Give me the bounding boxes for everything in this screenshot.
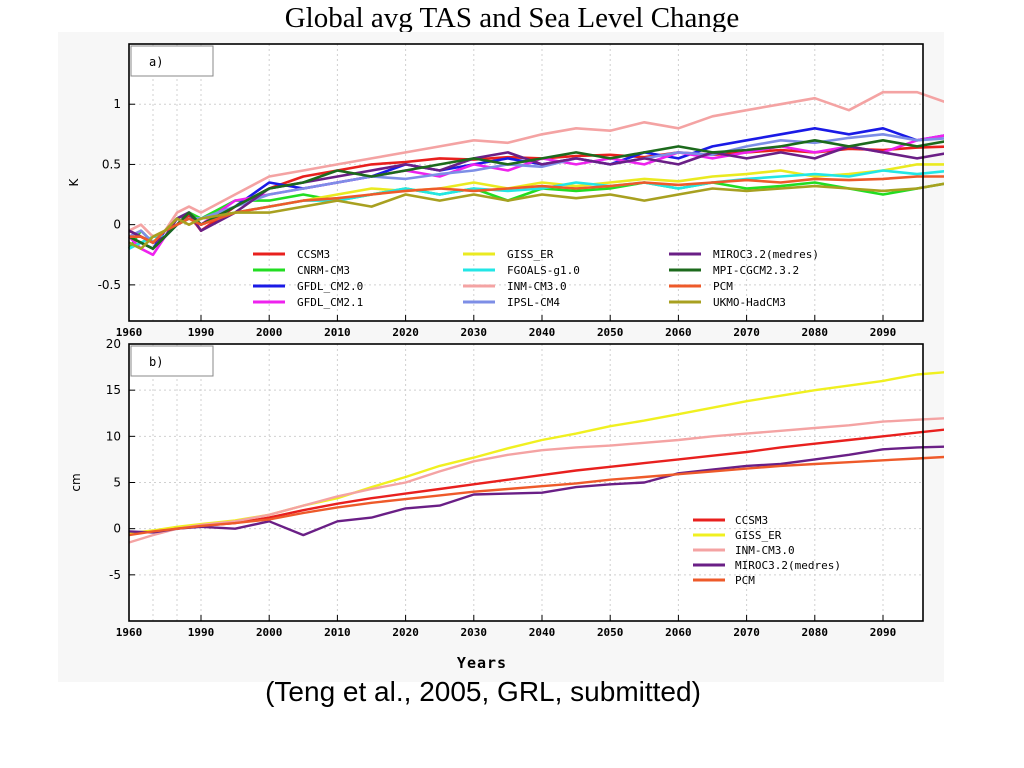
panel-b-xtick-label: 1990 — [188, 626, 215, 639]
panel-a-legend-label: CCSM3 — [297, 248, 330, 261]
panel-a-xtick-label: 2080 — [802, 326, 829, 339]
panel-a-legend-label: MIROC3.2(medres) — [713, 248, 819, 261]
panel-b-x-axis-label: Years — [457, 654, 507, 672]
panel-a-xtick-label: 2060 — [665, 326, 692, 339]
figure-frame: a) 1 0.5 0 -0.5 1960 1990 2000 2010 2020 2030 2040 2… — [58, 32, 944, 682]
panel-b-label-box — [130, 345, 214, 377]
panel-a-ytick-label: -0.5 — [98, 278, 121, 292]
panel-b-xtick-label: 2040 — [529, 626, 556, 639]
panel-b-ytick-label: -5 — [109, 568, 121, 582]
panel-b-series-line — [128, 445, 944, 537]
panel-b-xtick-label: 2000 — [256, 626, 283, 639]
panel-a-label-box — [130, 45, 214, 77]
panel-a-legend-label: INM-CM3.0 — [507, 280, 567, 293]
panel-b-legend-label: PCM — [735, 574, 755, 587]
panel-a-series-line — [128, 90, 944, 238]
panel-b-ytick-label: 5 — [113, 476, 121, 490]
panel-b-xtick-label: 2090 — [870, 626, 897, 639]
panel-a-xtick-label: 2090 — [870, 326, 897, 339]
panel-b-xtick-label: 2070 — [733, 626, 760, 639]
panel-b-plot-area — [129, 344, 923, 621]
panel-b-legend-label: GISS_ER — [735, 529, 782, 542]
panel-b-xtick-label: 1960 — [116, 626, 143, 639]
panel-a-legend-label: GISS_ER — [507, 248, 554, 261]
panel-b-ytick-label: 10 — [106, 429, 121, 443]
citation: (Teng et al., 2005, GRL, submitted) — [265, 676, 701, 707]
panel-a-series-line — [128, 182, 944, 250]
panel-b-label: b) — [149, 355, 163, 369]
panel-b-legend-label: INM-CM3.0 — [735, 544, 795, 557]
panel-b-ytick-label: 20 — [106, 337, 121, 351]
panel-a-xtick-label: 2010 — [324, 326, 351, 339]
panel-a-legend-label: PCM — [713, 280, 733, 293]
panel-b-xtick-label: 2060 — [665, 626, 692, 639]
panel-a-xtick-label: 2050 — [597, 326, 624, 339]
panel-a-legend-label: MPI-CGCM2.3.2 — [713, 264, 799, 277]
panel-b-y-axis-label: cm — [69, 473, 83, 491]
panel-a-ytick-label: 0 — [113, 218, 121, 232]
panel-b-xtick-label: 2080 — [802, 626, 829, 639]
panel-a-legend-label: IPSL-CM4 — [507, 296, 560, 309]
panel-b-xtick-label: 2010 — [324, 626, 351, 639]
panel-a-y-axis-label: K — [67, 177, 81, 186]
panel-b-xtick-label: 2050 — [597, 626, 624, 639]
panel-a-xtick-label: 2020 — [392, 326, 419, 339]
panel-a-xtick-label: 1990 — [188, 326, 215, 339]
panel-a-ytick-label: 0.5 — [102, 157, 121, 171]
panel-a-legend-label: GFDL_CM2.0 — [297, 280, 363, 293]
panel-a-legend-label: FGOALS-g1.0 — [507, 264, 580, 277]
panel-a-label: a) — [149, 55, 163, 69]
panel-a-series-line — [128, 139, 944, 250]
panel-b-xtick-label: 2030 — [461, 626, 488, 639]
panel-a-legend-label: GFDL_CM2.1 — [297, 296, 363, 309]
panel-a-series-line — [129, 175, 944, 244]
panel-b-legend-label: MIROC3.2(medres) — [735, 559, 841, 572]
panel-a-xtick-label: 2070 — [733, 326, 760, 339]
panel-a-xtick-label: 1960 — [116, 326, 143, 339]
slide-title: Global avg TAS and Sea Level Change — [284, 2, 740, 34]
panel-b-ytick-label: 15 — [106, 383, 121, 397]
panel-b-xtick-label: 2020 — [392, 626, 419, 639]
panel-b-series-line — [128, 455, 944, 537]
panel-b-legend-label: CCSM3 — [735, 514, 768, 527]
panel-a-xtick-label: 2040 — [529, 326, 556, 339]
panel-a-xtick-label: 2030 — [461, 326, 488, 339]
panel-a-legend-label: CNRM-CM3 — [297, 264, 350, 277]
panel-a-ytick-label: 1 — [113, 97, 121, 111]
panel-a-legend-label: UKMO-HadCM3 — [713, 296, 786, 309]
panel-a-xtick-label: 2000 — [256, 326, 283, 339]
panel-a-axes-frame — [128, 43, 924, 322]
panel-b-ytick-label: 0 — [113, 522, 121, 536]
panel-b-series-line — [128, 417, 944, 544]
